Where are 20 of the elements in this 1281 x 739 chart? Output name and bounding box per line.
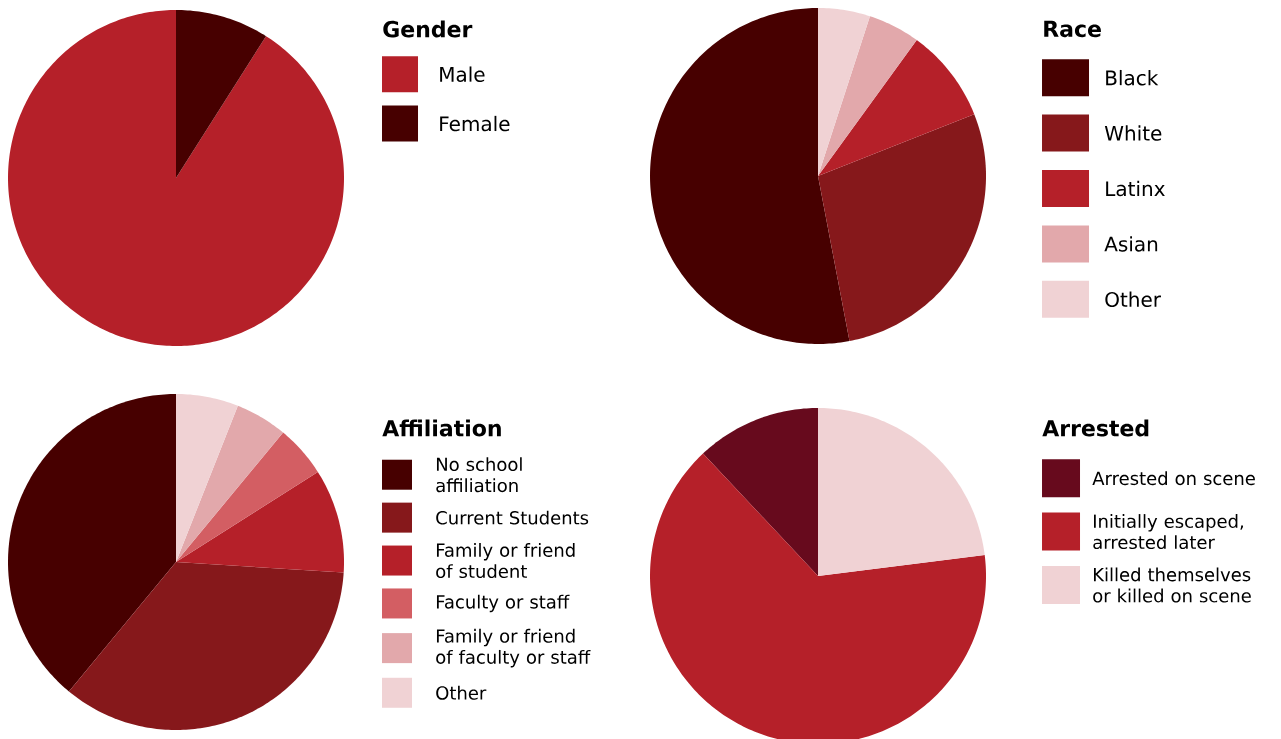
chart-title: Gender <box>383 20 473 38</box>
legend-label: Male <box>440 66 485 82</box>
chart-title: Arrested <box>1042 419 1149 437</box>
legend-label: Killed themselves or killed on scene <box>1093 567 1251 603</box>
legend-label: Black <box>1106 69 1159 86</box>
text: Affiliation <box>382 419 501 437</box>
legend-label: Arrested on scene <box>1092 471 1255 486</box>
legend-label: Other <box>436 685 487 700</box>
legend-label: Asian <box>1104 236 1158 252</box>
legend-label: Family or friend of faculty or staff <box>436 628 591 668</box>
legend-label: White <box>1104 125 1162 141</box>
chart-title: Race <box>1044 20 1101 38</box>
legend-label: Other <box>1105 291 1161 308</box>
legend-label: Faculty or staff <box>436 594 570 613</box>
legend-label: Current Students <box>436 510 589 525</box>
legend-label: Female <box>440 115 510 132</box>
legend-label: No school affiliation <box>436 457 522 493</box>
legend-label: Initially escaped, arrested later <box>1093 514 1243 550</box>
legend-label: Latinx <box>1106 180 1165 197</box>
legend-label: Family or friend of student <box>436 543 575 579</box>
